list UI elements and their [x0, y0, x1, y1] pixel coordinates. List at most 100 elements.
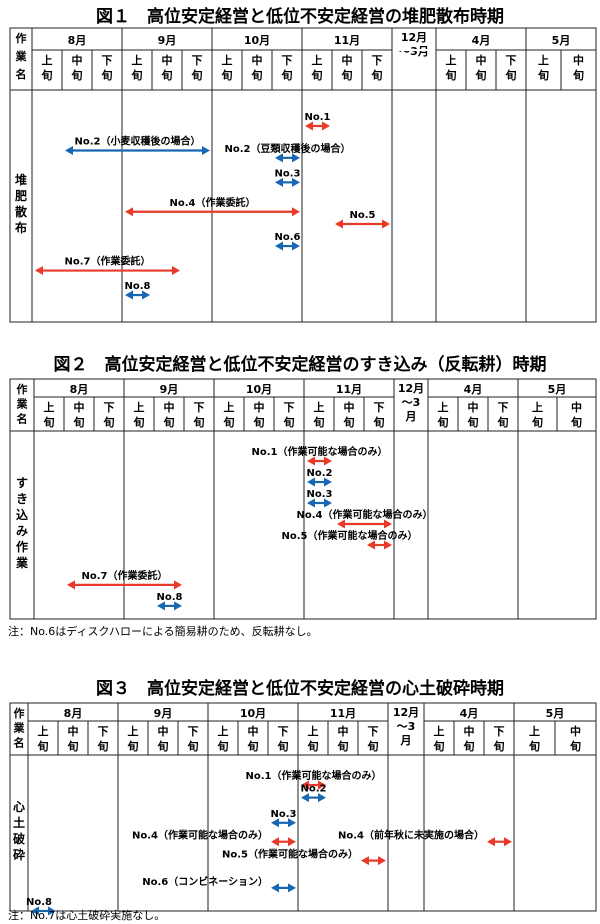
corner-label: 作: [17, 382, 28, 396]
dekad-label: 下: [278, 725, 289, 738]
dekad-label: 下: [282, 54, 293, 67]
month-label: 8月: [70, 383, 89, 396]
corner-label: 業: [15, 49, 28, 63]
bar-label: No.4（作業委託）: [170, 196, 256, 209]
bar-label: No.5（作業可能な場合のみ）: [222, 848, 358, 861]
arrow-head-left: [305, 121, 313, 131]
bar-label: No.3: [307, 489, 333, 500]
task-label-char: 肥: [15, 188, 27, 203]
dekad-label: 旬: [445, 68, 457, 82]
arrow-head-right: [288, 883, 296, 893]
dekad-label: 旬: [313, 415, 325, 429]
fig3-title: 図３ 高位安定経営と低位不安定経営の心土破砕時期: [96, 679, 504, 699]
bar-blue: No.8: [157, 592, 183, 611]
dekad-label: 旬: [475, 68, 487, 82]
bar-label: No.4（前年秋に未実施の場合）: [338, 829, 484, 842]
bar-blue: No.2: [301, 784, 327, 803]
dekad-label: 旬: [311, 68, 323, 82]
month-label: 12月～3月: [399, 31, 429, 58]
dekad-label: 下: [102, 54, 113, 67]
dekad-label: 下: [498, 401, 509, 414]
chart-frame: [9, 27, 597, 323]
bar-blue: No.6: [275, 232, 301, 251]
arrow-head-left: [67, 580, 75, 590]
month-label: 9月: [160, 383, 179, 396]
dekad-label: 中: [468, 400, 479, 414]
bar-red: No.1（作業可能な場合のみ）: [252, 445, 388, 466]
bar-red: No.7（作業委託）: [67, 569, 182, 590]
dekad-label: 旬: [505, 68, 517, 82]
arrow-head-left: [275, 177, 283, 187]
dekad-label: 旬: [131, 68, 143, 82]
month-label-line: 12月: [401, 31, 427, 44]
dekad-label: 上: [134, 400, 145, 414]
dekad-label: 下: [98, 725, 109, 738]
bar-red: No.4（作業委託）: [125, 196, 300, 217]
dekad-label: 旬: [467, 415, 479, 429]
dekad-label: 上: [42, 53, 53, 67]
dekad-label: 旬: [277, 739, 289, 753]
dekad-label: 中: [573, 53, 584, 67]
bar-blue: No.2（小麦収穫後の場合）: [65, 135, 210, 155]
month-label-line: ～3月: [399, 45, 429, 58]
dekad-label: 上: [312, 53, 323, 67]
dekad-label: 上: [128, 724, 139, 738]
fig1-title: 図１ 高位安定経営と低位不安定経営の堆肥散布時期: [96, 7, 504, 27]
dekad-label: 旬: [343, 415, 355, 429]
dekad-label: 旬: [537, 68, 549, 82]
fig2-note: 注：No.6はディスクハローによる簡易耕のため、反転耕なし。: [8, 625, 318, 638]
dekad-label: 中: [254, 400, 265, 414]
bar-label: No.5（作業可能な場合のみ）: [282, 529, 418, 542]
arrow-head-right: [324, 477, 332, 487]
arrow-head-right: [174, 580, 182, 590]
dekad-label: 旬: [191, 68, 203, 82]
arrow-head-left: [157, 601, 165, 611]
dekad-label: 旬: [193, 415, 205, 429]
bar-label: No.7（作業委託）: [65, 255, 151, 268]
bar-blue: No.2（豆類収穫後の場合）: [225, 142, 351, 163]
dekad-label: 上: [529, 724, 540, 738]
fig2-chart: 8月 9月 10月 11月 12月～3 月4月 5月上旬中旬下旬上旬中旬下旬上旬中旬下旬上旬…: [9, 378, 597, 620]
dekad-label: 旬: [570, 415, 582, 429]
dekad-label: 上: [308, 724, 319, 738]
bar-red: No.1: [305, 112, 331, 131]
arrow-head-right: [48, 906, 56, 916]
dekad-label: 下: [374, 401, 385, 414]
dekad-label: 上: [44, 400, 55, 414]
dekad-label: 旬: [67, 739, 79, 753]
dekad-label: 下: [506, 54, 517, 67]
arrow-head-right: [288, 837, 296, 847]
corner-label: 名: [14, 735, 25, 749]
dekad-label: 下: [368, 725, 379, 738]
task-label-char: 込: [16, 507, 28, 522]
dekad-label: 中: [571, 400, 582, 414]
arrow-head-right: [174, 601, 182, 611]
arrow-head-left: [301, 793, 309, 803]
dekad-label: 中: [344, 400, 355, 414]
bar-blue: No.3: [271, 809, 297, 828]
dekad-label: 中: [252, 53, 263, 67]
corner-label: 名: [17, 411, 28, 425]
month-label: 5月: [546, 707, 565, 720]
corner-label: 業: [16, 397, 29, 411]
dekad-label: 下: [194, 401, 205, 414]
month-label: 4月: [464, 383, 483, 396]
task-label-char: 作: [16, 539, 28, 554]
month-label: 4月: [472, 34, 491, 47]
bar-red: No.5（作業可能な場合のみ）: [222, 848, 386, 866]
bar-label: No.1: [305, 112, 331, 123]
month-label: 8月: [68, 34, 87, 47]
dekad-label: 旬: [251, 68, 263, 82]
dekad-label: 旬: [41, 68, 53, 82]
dekad-label: 旬: [187, 739, 199, 753]
dekad-label: 旬: [437, 415, 449, 429]
dekad-label: 下: [372, 54, 383, 67]
corner-label: 名: [16, 67, 27, 81]
dekad-label: 旬: [433, 739, 445, 753]
bar-red: No.4（作業可能な場合のみ）: [297, 508, 433, 529]
month-label: 10月: [246, 383, 272, 396]
arrow-head-left: [275, 153, 283, 163]
bar-label: No.8: [125, 281, 151, 292]
